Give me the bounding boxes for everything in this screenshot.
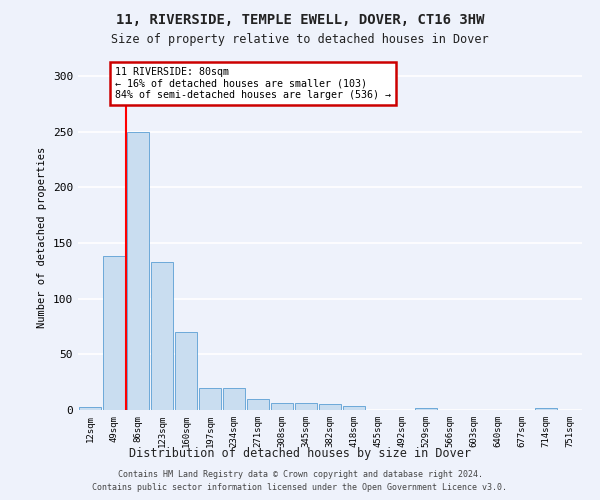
Bar <box>247 399 269 410</box>
Bar <box>535 408 557 410</box>
Text: 11, RIVERSIDE, TEMPLE EWELL, DOVER, CT16 3HW: 11, RIVERSIDE, TEMPLE EWELL, DOVER, CT16… <box>116 12 484 26</box>
Bar <box>199 388 221 410</box>
Text: Size of property relative to detached houses in Dover: Size of property relative to detached ho… <box>111 32 489 46</box>
Bar <box>319 404 341 410</box>
Bar <box>151 262 173 410</box>
Text: 11 RIVERSIDE: 80sqm
← 16% of detached houses are smaller (103)
84% of semi-detac: 11 RIVERSIDE: 80sqm ← 16% of detached ho… <box>115 67 391 100</box>
Bar <box>415 408 437 410</box>
Bar <box>223 388 245 410</box>
Text: Contains HM Land Registry data © Crown copyright and database right 2024.: Contains HM Land Registry data © Crown c… <box>118 470 482 479</box>
Text: Contains public sector information licensed under the Open Government Licence v3: Contains public sector information licen… <box>92 484 508 492</box>
Bar <box>127 132 149 410</box>
Bar <box>343 406 365 410</box>
Y-axis label: Number of detached properties: Number of detached properties <box>37 147 47 328</box>
Bar <box>79 406 101 410</box>
Bar <box>271 404 293 410</box>
Bar <box>295 404 317 410</box>
Bar <box>175 332 197 410</box>
Bar <box>103 256 125 410</box>
Text: Distribution of detached houses by size in Dover: Distribution of detached houses by size … <box>129 448 471 460</box>
